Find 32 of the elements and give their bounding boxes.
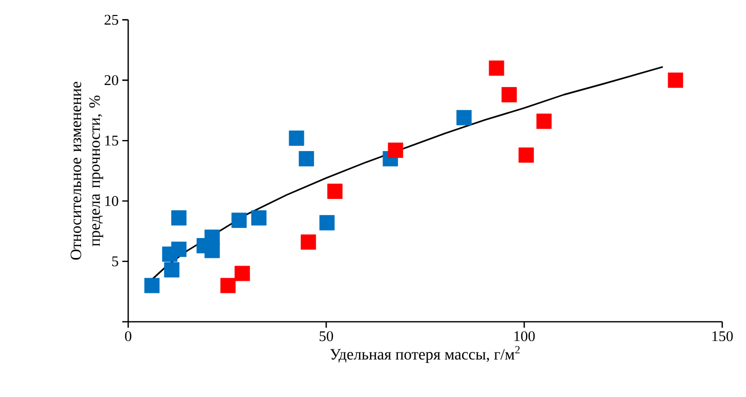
point: [518, 147, 534, 163]
point: [234, 266, 250, 282]
x-tick-label: 100: [514, 331, 535, 342]
point: [251, 210, 267, 226]
point: [327, 184, 343, 199]
point: [536, 114, 552, 129]
y-tick-label: 25: [104, 14, 118, 25]
point: [319, 215, 335, 230]
point: [298, 151, 314, 166]
point: [164, 262, 180, 278]
point: [300, 234, 316, 250]
y-tick-label: 5: [112, 256, 118, 266]
point: [456, 110, 472, 126]
point: [231, 212, 247, 228]
point: [204, 242, 220, 258]
x-tick-label: 50: [320, 331, 334, 342]
point: [502, 87, 517, 102]
x-axis-title: Удельная потеря массы, г/м$^{2}$: [330, 346, 520, 363]
point: [171, 210, 187, 226]
point: [171, 242, 187, 257]
x-tick-label: 150: [712, 331, 733, 342]
point: [388, 142, 404, 158]
point: [488, 60, 504, 76]
point: [668, 72, 684, 88]
y-tick-label: 20: [104, 75, 118, 86]
y-tick-label: 10: [105, 196, 118, 206]
point: [288, 130, 304, 146]
x-tick-label: 0: [125, 331, 132, 342]
point: [144, 278, 160, 294]
y-axis-title: Относительное изменение предела прочности, %: [70, 82, 104, 260]
y-tick-label: 15: [105, 136, 118, 146]
point: [220, 278, 236, 294]
